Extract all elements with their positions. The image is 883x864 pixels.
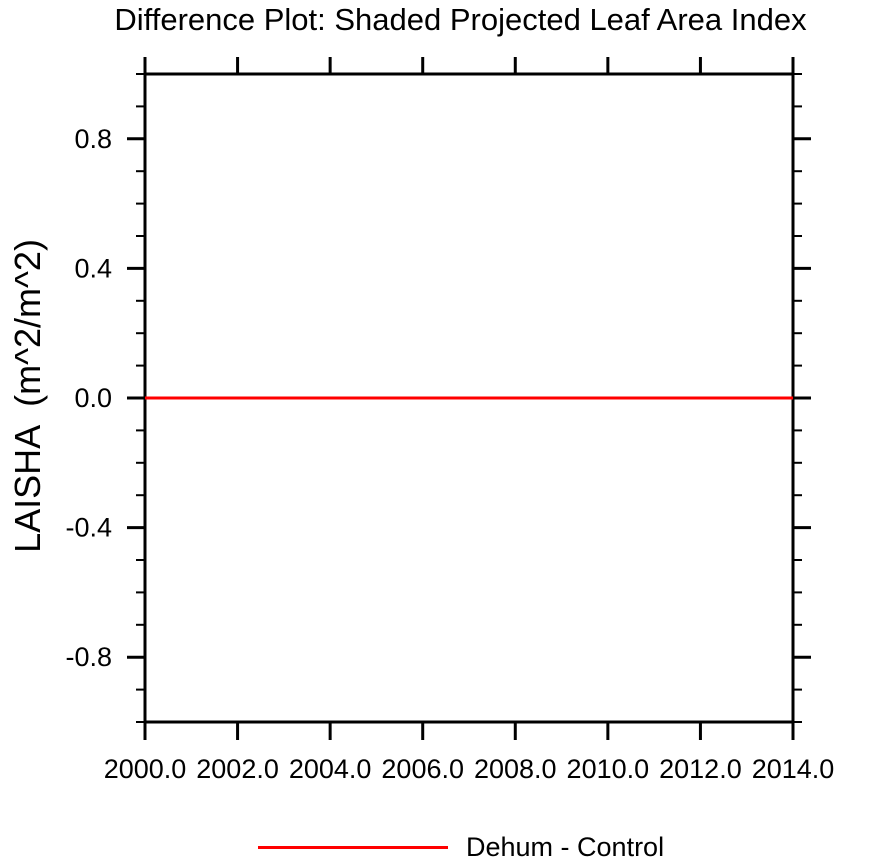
legend-line-sample [258,846,448,849]
x-tick-label: 2004.0 [289,754,372,784]
y-tick-label: 0.4 [74,253,112,283]
legend: Dehum - Control [0,830,883,862]
y-tick-label: -0.8 [65,642,112,672]
y-tick-label: 0.8 [74,124,112,154]
x-tick-label: 2008.0 [474,754,557,784]
x-tick-label: 2010.0 [567,754,650,784]
x-tick-label: 2000.0 [104,754,187,784]
x-tick-label: 2014.0 [752,754,835,784]
y-tick-label: -0.4 [65,513,112,543]
chart-title: Difference Plot: Shaded Projected Leaf A… [114,2,807,37]
x-tick-label: 2012.0 [659,754,742,784]
x-tick-label: 2006.0 [381,754,464,784]
x-tick-label: 2002.0 [196,754,279,784]
y-tick-label: 0.0 [74,383,112,413]
legend-label: Dehum - Control [466,832,665,862]
